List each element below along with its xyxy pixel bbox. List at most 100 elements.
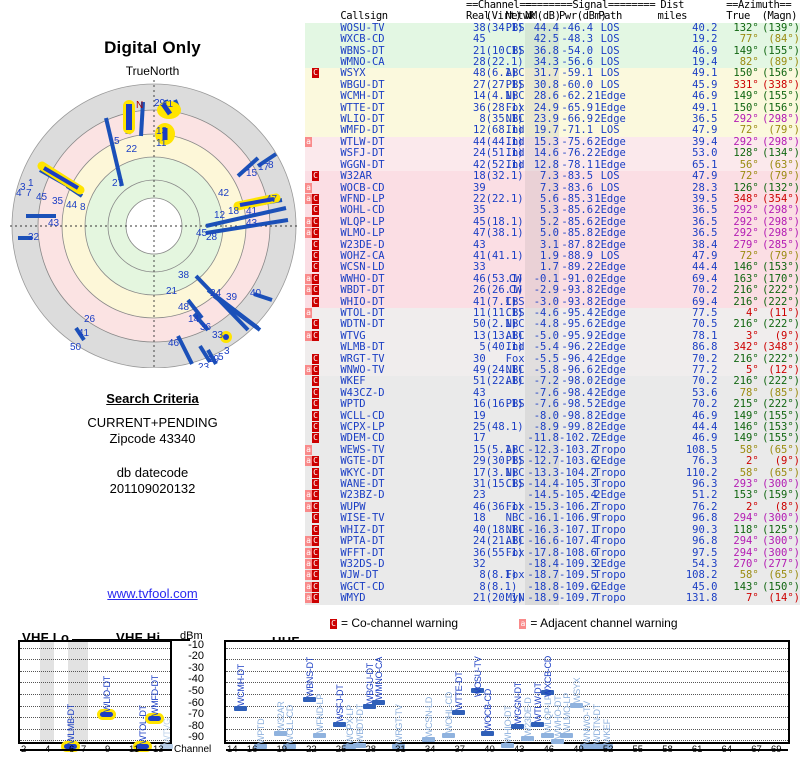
table-row[interactable]: C W23DE-D 43 3.1 -87.8 2Edge 38.4 279° (285°) xyxy=(305,238,800,251)
table-row[interactable]: C WOHZ-CA 41 (41.1) 1.9 -88.9 LOS 47.9 72° (79°) xyxy=(305,250,800,263)
signal-bar xyxy=(234,706,247,712)
cell-path: 2Edge xyxy=(594,341,626,354)
table-row[interactable]: C WSYX 48 (6.1) ABC 31.7 -59.1 LOS 49.1 150° (156°… xyxy=(305,67,800,80)
table-row[interactable]: C WCSN-LD 33 1.7 -89.2 2Edge 44.4 146° (153°) xyxy=(305,261,800,274)
signal-bar xyxy=(352,742,366,748)
table-row[interactable]: a C W23BZ-D 23 -14.5 -105.4 2Edge 51.2 153° (159°… xyxy=(305,490,800,502)
cell-distance: 77.5 xyxy=(692,306,718,319)
table-row[interactable]: a C WGCT-CD 8 (8.1) -18.8 -109.6 2Edge 45.0 143°(… xyxy=(305,580,800,594)
cell-distance: 69.4 xyxy=(692,272,718,285)
cell-distance: 77.2 xyxy=(692,364,718,376)
table-row[interactable]: C W32AR 18 (32.1) 7.3 -83.5 LOS 47.9 72° (79°) xyxy=(305,170,800,183)
cell-path: LOS xyxy=(600,78,620,91)
table-row[interactable]: WLIO-DT 8 (35.1) NBC 23.9 -66.9 2Edge 36.5 292°(… xyxy=(305,113,800,126)
table-row[interactable]: a C WJW-DT 8 (8.1) Fox -18.7 -109.5 Tropo 108.2 58… xyxy=(305,569,800,582)
table-row[interactable]: a WOCB-CD 39 7.3 -83.6 LOS 28.3 126° (132°) xyxy=(305,182,800,194)
col-virt[interactable]: (Virt) xyxy=(485,10,522,23)
bar-callsign-label: WXCB-CD xyxy=(542,656,553,697)
table-row[interactable]: WBGU-DT 27 (27.1) PBS 30.8 -60.0 LOS 45.9 331° (3… xyxy=(305,78,800,92)
cell-path: LOS xyxy=(600,33,620,46)
table-row[interactable]: a C WFND-LP 22 (22.1) 5.6 -85.3 1Edge 39.5 348° (3… xyxy=(305,193,800,206)
table-row[interactable]: C WHIZ-DT 40 (18.1) NBC -16.3 -107.1 Tropo 90.3 1… xyxy=(305,524,800,537)
cell-callsign: WBGU-DT xyxy=(340,78,385,91)
cell-azimuth-magnetic: (79°) xyxy=(768,124,800,137)
table-row[interactable]: WSFJ-DT 24 (51.1) Ind 14.6 -76.2 2Edge 53.0 128°… xyxy=(305,147,800,160)
bar-callsign-label: WMNO-CA xyxy=(374,656,385,700)
cell-noise-margin: 15.3 xyxy=(524,136,559,149)
tvfool-website-link[interactable]: www.tvfool.com xyxy=(107,586,198,601)
col-netwk[interactable]: Netwk xyxy=(505,10,535,23)
warning-flags-cell xyxy=(305,57,340,68)
cell-virtual-channel xyxy=(486,34,506,45)
table-row[interactable]: WMNO-CA 28 (22.1) 34.3 -56.6 LOS 19.4 82° (89°) xyxy=(305,56,800,69)
table-row[interactable]: C WANE-DT 31 (15.1) CBS -14.4 -105.3 Tropo 96.3 2… xyxy=(305,478,800,491)
table-row[interactable]: WOSU-TV 38 (34.1) PBS 44.4 -46.4 LOS 40.2 132° (1… xyxy=(305,22,800,35)
table-row[interactable]: C WKYC-DT 17 (3.1) NBC -13.3 -104.2 Tropo 110.2 5… xyxy=(305,467,800,480)
table-row[interactable]: a WTOL-DT 11 (11.1) CBS -4.6 -95.4 2Edge 77.5 4° (… xyxy=(305,306,800,320)
signal-bar xyxy=(520,735,534,741)
table-row[interactable]: C WDEM-CD 17 -11.8 -102.7 2Edge 46.9 149° (155°) xyxy=(305,433,800,445)
cell-callsign: WTOL-DT xyxy=(340,306,385,319)
cell-distance: 78.1 xyxy=(692,329,718,342)
table-row[interactable]: a C WFFT-DT 36 (55.1) Fox -17.8 -108.6 Tropo 97.5… xyxy=(305,547,800,559)
table-row[interactable]: C W43CZ-D 43 -7.6 -98.4 2Edge 53.6 78° (85°) xyxy=(305,386,800,400)
table-row[interactable]: a C WLQP-LP 45 (18.1) 5.2 -85.6 2Edge 36.5 292° (2… xyxy=(305,216,800,229)
table-row[interactable]: C WISE-TV 18 NBC -16.1 -106.9 Tropo 96.8 294° (30… xyxy=(305,512,800,525)
table-row[interactable]: WBNS-DT 21 (10.1) CBS 36.8 -54.0 LOS 46.9 149° (1… xyxy=(305,45,800,58)
col-path[interactable]: Path xyxy=(598,10,622,23)
grid-line xyxy=(20,682,170,684)
warning-flags-cell xyxy=(305,342,340,353)
cell-azimuth-true: 2° xyxy=(746,455,759,468)
table-row[interactable]: WTTE-DT 36 (28.1) Fox 24.9 -65.9 1Edge 49.1 150°… xyxy=(305,102,800,115)
table-row[interactable]: WMFD-DT 12 (68.1) Ind 19.7 -71.1 LOS 47.9 72° (79… xyxy=(305,124,800,137)
table-row[interactable]: a C WLMO-LP 47 (38.1) 5.0 -85.8 2Edge 36.5 292° (2… xyxy=(305,227,800,240)
table-row[interactable]: a C WBDT-DT 26 (26.1) CW -2.9 -93.8 2Edge 70.2 216… xyxy=(305,284,800,297)
cell-path: 2Edge xyxy=(594,238,626,251)
table-row[interactable]: a WTLW-DT 44 (44.1) Ind 15.3 -75.6 2Edge 39.4 292… xyxy=(305,136,800,149)
cell-azimuth-true: 58° xyxy=(739,569,759,582)
cell-distance: 45.0 xyxy=(692,580,718,593)
table-row[interactable]: a C WUPW 46 (36.1) Fox -15.3 -106.2 Tropo 76.2 2°(… xyxy=(305,501,800,514)
table-row[interactable]: a C WNWO-TV 49 (24.1) NBC -5.8 -96.6 2Edge 77.2 5°… xyxy=(305,364,800,377)
col-real[interactable]: Real xyxy=(466,10,490,23)
table-row[interactable]: C WKEF 51 (22.1) ABC -7.2 -98.0 2Edge 70.2 216° (2… xyxy=(305,375,800,388)
table-row[interactable]: WCMH-DT 14 (4.1) NBC 28.6 -62.2 1Edge 46.9 149°(… xyxy=(305,90,800,103)
warning-flags-cell: C xyxy=(305,171,340,182)
col-nm[interactable]: NM(dB) xyxy=(524,10,561,23)
table-row[interactable]: a C WGTE-DT 29 (30.1) PBS -12.7 -103.6 2Edge 76.3… xyxy=(305,455,800,468)
svg-text:32: 32 xyxy=(28,232,40,243)
table-row[interactable]: WGGN-DT 42 (52.1) Ind 12.8 -78.1 1Edge 65.1 56° (… xyxy=(305,159,800,172)
col-pwr[interactable]: Pwr(dBm) xyxy=(559,10,607,23)
table-row[interactable]: WLMB-DT 5 (40.1) Ind -5.4 -96.2 2Edge 86.8 342°(… xyxy=(305,341,800,354)
table-row[interactable]: C WCPX-LP 25 (48.1) -8.9 -99.8 2Edge 44.4 146° (1… xyxy=(305,421,800,434)
table-row[interactable]: C WRGT-TV 30 Fox -5.5 -96.4 2Edge 70.2 216° (222°… xyxy=(305,353,800,365)
col-true[interactable]: True xyxy=(726,10,750,23)
cell-virtual-channel: (40.1) xyxy=(485,341,524,354)
bar-callsign-label: WPTD xyxy=(255,718,266,744)
col-callsign[interactable]: Callsign xyxy=(340,10,388,23)
cell-azimuth-true: 7° xyxy=(746,592,759,605)
col-dist[interactable]: miles xyxy=(657,10,688,23)
cell-real-channel: 21 xyxy=(473,592,486,605)
warning-flags-cell xyxy=(305,91,340,102)
table-row[interactable]: C WCLL-CD 19 -8.0 -98.8 2Edge 46.9 149° (155°) xyxy=(305,410,800,423)
cell-virtual-channel: (6.1) xyxy=(485,67,518,80)
table-row[interactable]: a C WTVG 13 (13.1) ABC -5.0 -95.9 2Edge 78.1 3° (9°… xyxy=(305,329,800,343)
cell-callsign: WSFJ-DT xyxy=(340,147,385,160)
cell-callsign: W43CZ-D xyxy=(340,386,385,399)
table-row[interactable]: C WDTN-DT 50 (2.1) NBC -4.8 -95.6 2Edge 70.5 216°… xyxy=(305,318,800,331)
adjacent-channel-warning-icon: a xyxy=(305,444,312,455)
table-row[interactable]: C WHIO-DT 41 (7.1) CBS -3.0 -93.8 2Edge 69.4 216°… xyxy=(305,296,800,308)
table-row[interactable]: a C WWHO-DT 46 (53.1) CW -0.1 -91.0 2Edge 69.4 163… xyxy=(305,272,800,286)
table-row[interactable]: a WEWS-TV 15 (5.1) ABC -12.3 -103.2 Tropo 108.5 5… xyxy=(305,443,800,457)
col-magn[interactable]: (Magn) xyxy=(761,10,798,23)
table-row[interactable]: WXCB-CD 45 42.5 -48.3 LOS 19.2 77° (84°) xyxy=(305,33,800,46)
table-row[interactable]: a C W32DS-D 32 -18.4 -109.3 2Edge 54.3 270° (277°… xyxy=(305,558,800,571)
table-row[interactable]: a C WPTA-DT 24 (21.1) ABC -16.6 -107.4 Tropo 96.8… xyxy=(305,535,800,548)
cell-azimuth-magnetic: (65°) xyxy=(768,443,800,456)
table-row[interactable]: C WOHL-CD 35 5.3 -85.6 2Edge 36.5 292° (298°) xyxy=(305,204,800,217)
table-row[interactable]: a C WMYD 21 (20.1) MyN -18.9 -109.7 Tropo 131.8 7°… xyxy=(305,592,800,605)
table-row[interactable]: C WPTD 16 (16.1) PBS -7.6 -98.5 2Edge 70.2 215° (2… xyxy=(305,398,800,411)
